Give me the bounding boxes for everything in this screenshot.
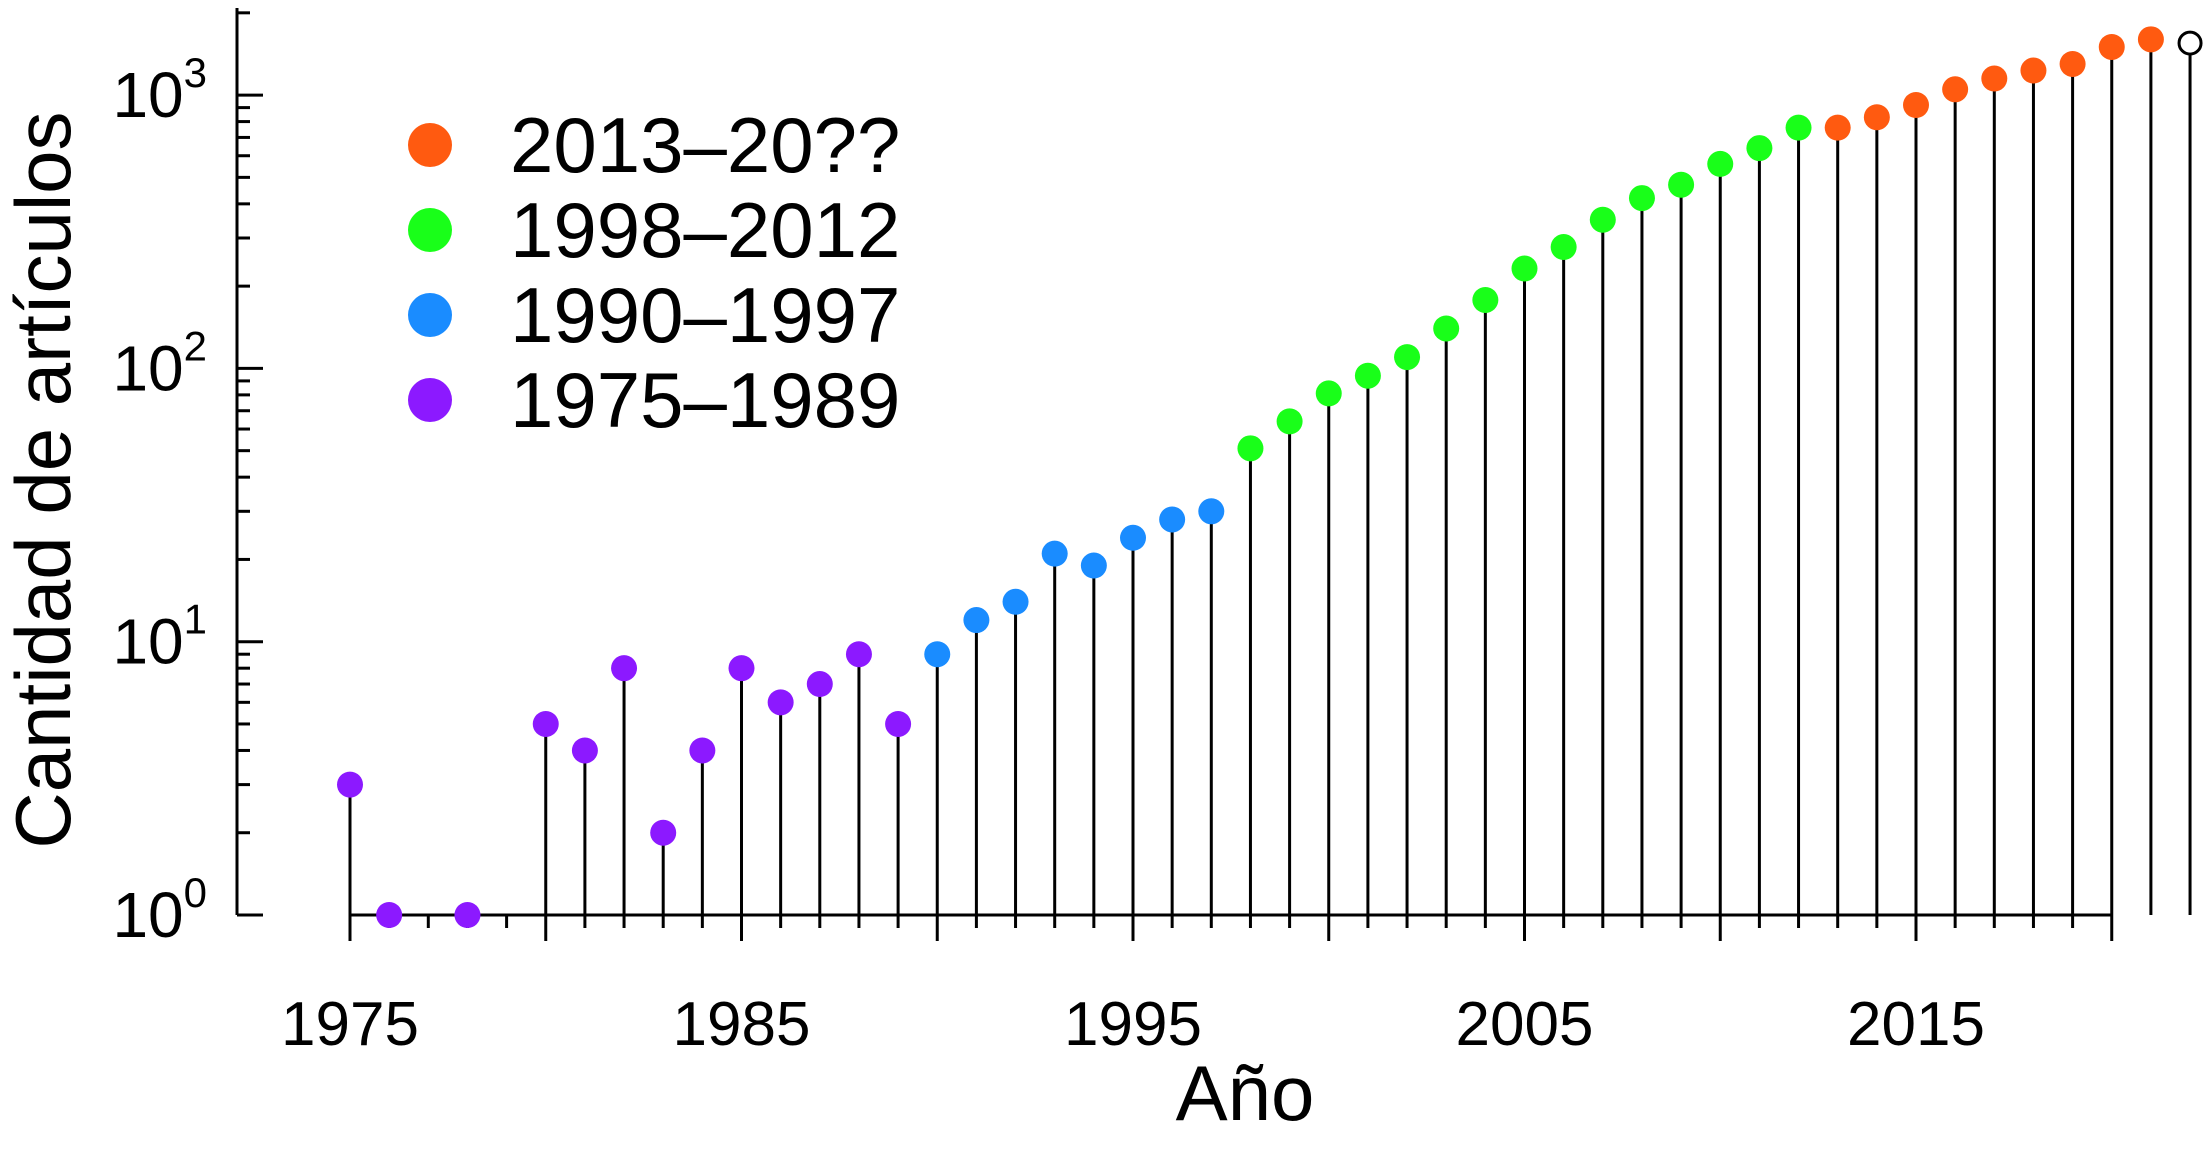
point-1976 — [376, 902, 403, 928]
point-2003 — [1433, 315, 1460, 342]
point-1982 — [611, 655, 638, 682]
point-1981 — [571, 737, 598, 764]
point-1975 — [337, 771, 363, 798]
point-1997 — [1198, 498, 1225, 525]
points-layer — [337, 26, 2203, 928]
point-2006 — [1550, 234, 1577, 261]
point-1986 — [767, 689, 794, 716]
point-1992 — [1002, 588, 1029, 615]
point-1998 — [1237, 435, 1264, 462]
point-1985 — [728, 655, 755, 682]
point-1988 — [845, 641, 872, 668]
point-1996 — [1159, 506, 1186, 533]
x-tick-label: 2005 — [1456, 990, 1594, 1059]
point-2007 — [1589, 206, 1616, 233]
x-tick-label: 2015 — [1847, 990, 1985, 1059]
point-2021 — [2137, 26, 2164, 53]
point-1993 — [1041, 540, 1068, 567]
point-2001 — [1354, 362, 1381, 389]
point-1991 — [963, 607, 990, 634]
point-1994 — [1080, 552, 1107, 579]
point-1984 — [689, 737, 716, 764]
legend-label-1: 1998–2012 — [510, 186, 900, 274]
x-axis-title: Año — [1176, 1049, 1315, 1137]
point-1983 — [650, 819, 677, 846]
axes-layer: 100 101 102 103 1975 1985 1995 2005 2015 — [112, 8, 2114, 1059]
point-2013 — [1824, 114, 1851, 141]
y-tick-label: 101 — [112, 596, 207, 678]
legend-marker-1 — [408, 208, 452, 252]
legend-marker-2 — [408, 293, 452, 337]
point-1980 — [532, 710, 559, 737]
y-tick-label: 102 — [112, 322, 207, 404]
point-2014 — [1863, 104, 1890, 131]
point-1989 — [885, 710, 912, 737]
point-2010 — [1707, 150, 1734, 177]
y-tick-label: 100 — [112, 869, 207, 951]
point-2012 — [1785, 114, 1812, 141]
point-2017 — [1981, 65, 2008, 92]
point-2009 — [1668, 171, 1695, 198]
point-1999 — [1276, 408, 1303, 435]
point-1987 — [806, 671, 833, 698]
point-2016 — [1942, 76, 1969, 103]
x-tick-label: 1975 — [281, 990, 419, 1059]
point-1990 — [924, 641, 951, 668]
legend-label-2: 1990–1997 — [510, 271, 900, 359]
point-2008 — [1628, 185, 1655, 212]
legend-marker-0 — [408, 123, 452, 167]
x-tick-label: 1995 — [1064, 990, 1202, 1059]
point-1978 — [454, 902, 481, 928]
point-2015 — [1903, 91, 1929, 118]
legend-label-0: 2013–20?? — [510, 101, 900, 189]
legend-label-3: 1975–1989 — [510, 356, 900, 444]
point-2019 — [2059, 50, 2086, 77]
point-2000 — [1315, 380, 1342, 407]
y-axis-title: Cantidad de artículos — [0, 111, 87, 848]
y-tick-label: 103 — [112, 49, 207, 131]
open-point-2022 — [2177, 30, 2203, 56]
point-2005 — [1511, 255, 1538, 282]
point-2011 — [1746, 135, 1773, 162]
point-1995 — [1120, 524, 1146, 551]
point-2004 — [1472, 286, 1499, 313]
x-tick-label: 1985 — [673, 990, 811, 1059]
point-2002 — [1394, 344, 1421, 371]
point-2020 — [2098, 33, 2125, 60]
stems-layer — [348, 39, 2192, 915]
point-2018 — [2020, 57, 2047, 84]
legend-marker-3 — [408, 378, 452, 422]
